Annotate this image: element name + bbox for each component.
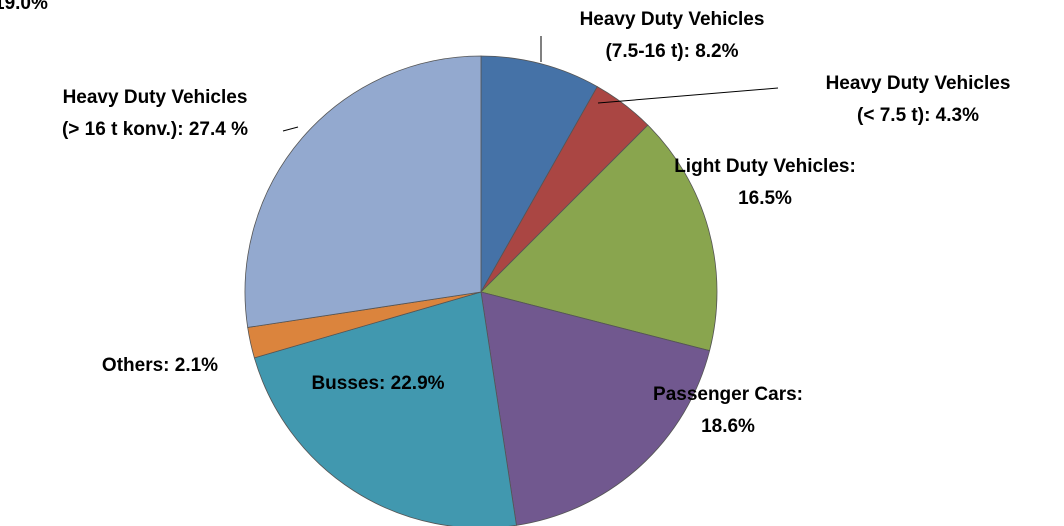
slices [244, 55, 718, 526]
leader-line [597, 87, 779, 104]
leader-line [282, 126, 299, 132]
data-label: 18.6% [701, 416, 755, 437]
data-label: 16.5% [738, 188, 792, 209]
labels: Heavy Duty Vehicles (7.5-16 t): 8.2% Heavy… [62, 9, 1010, 437]
pie-slice [244, 55, 482, 328]
data-label: (7.5-16 t): 8.2% [605, 41, 738, 62]
data-label: Heavy Duty Vehicles [63, 87, 248, 108]
pie-slice [253, 291, 517, 526]
data-label: Heavy Duty Vehicles [580, 9, 765, 30]
data-label: Light Duty Vehicles: [674, 156, 856, 177]
pie-slice [480, 124, 718, 352]
data-label: Others: 2.1% [102, 355, 218, 376]
data-label: Busses: 22.9% [311, 373, 444, 394]
data-label: (> 16 t konv.): 27.4 % [62, 119, 248, 140]
data-label: Heavy Duty Vehicles [826, 73, 1011, 94]
leader-lines [282, 36, 779, 132]
data-label: Passenger Cars: [653, 384, 803, 405]
annotation: 19.0% [0, 0, 48, 14]
pie-slice [480, 291, 711, 526]
data-label: (< 7.5 t): 4.3% [857, 105, 979, 126]
pie-slice [480, 55, 598, 294]
